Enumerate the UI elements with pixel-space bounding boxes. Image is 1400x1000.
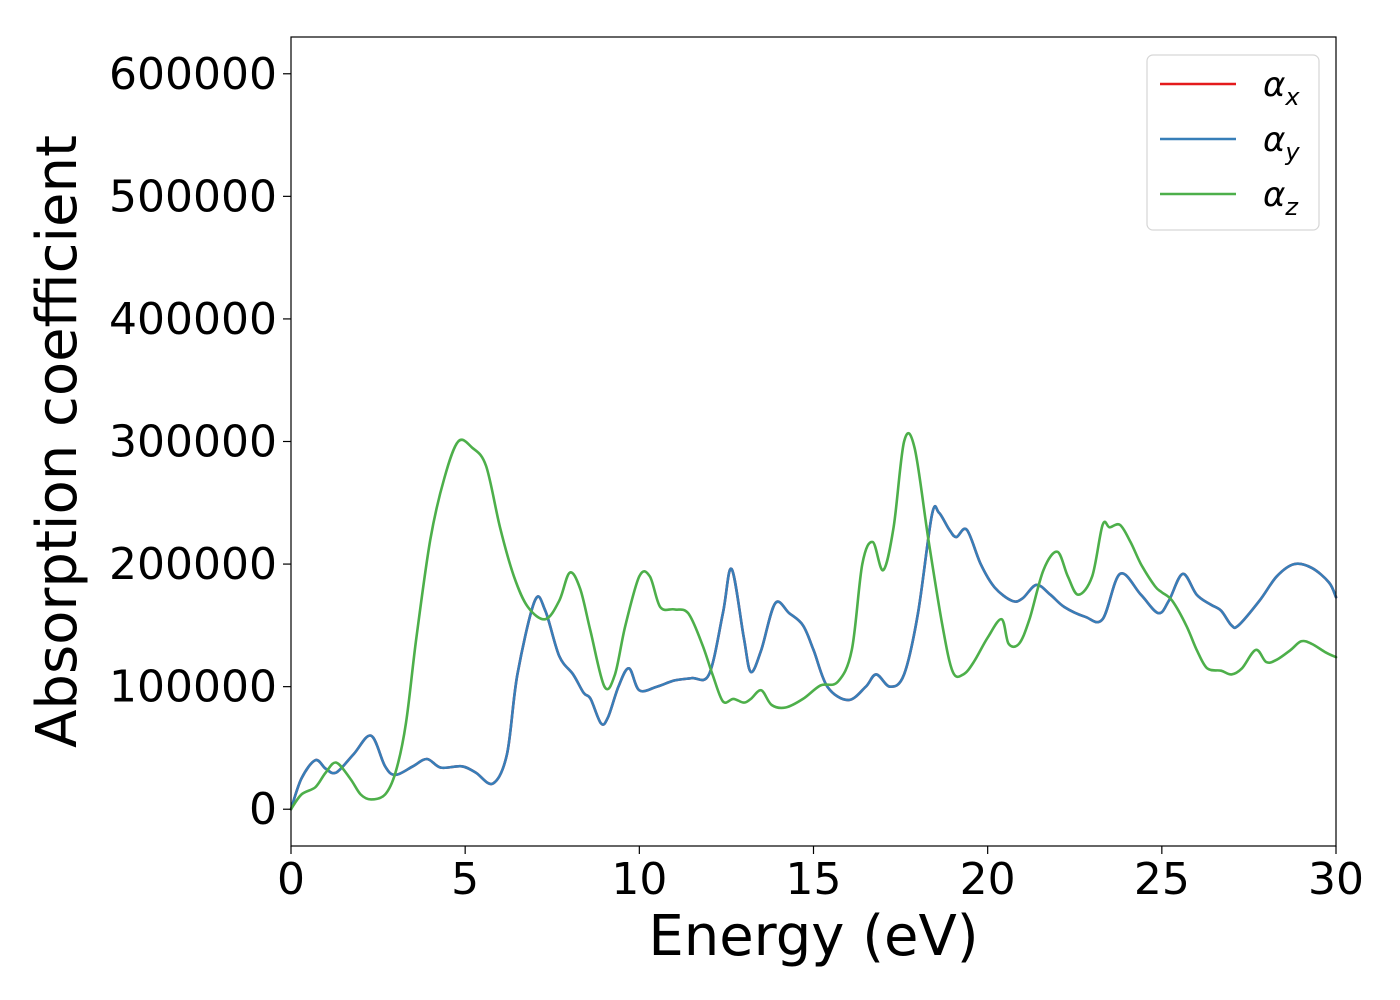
legend-label-x: αx [1263, 65, 1300, 111]
y-tick-label: 0 [249, 784, 277, 835]
y-axis-title: Absorption coefficient [25, 135, 90, 748]
y-axis-ticks: 0 100000 200000 300000 400000 500000 600000 [109, 49, 291, 835]
x-tick-label: 30 [1308, 854, 1364, 905]
legend-label-subscript: z [1284, 193, 1299, 221]
x-tick-label: 15 [786, 854, 842, 905]
x-tick-label: 10 [611, 854, 667, 905]
x-tick-label: 0 [277, 854, 305, 905]
y-tick-label: 100000 [109, 662, 277, 713]
x-axis-title: Energy (eV) [648, 904, 978, 969]
y-tick-label: 200000 [109, 539, 277, 590]
series-line-z [289, 431, 1338, 811]
legend-box [1146, 54, 1320, 231]
y-tick-label: 300000 [109, 417, 277, 468]
legend-label-base: α [1263, 120, 1285, 160]
x-tick-label: 20 [960, 854, 1016, 905]
legend-label-base: α [1263, 65, 1285, 105]
series-line-y [289, 504, 1338, 811]
legend-label-subscript: y [1284, 138, 1300, 166]
x-tick-label: 5 [451, 854, 479, 905]
y-tick-label: 600000 [109, 49, 277, 100]
series-line-x [289, 504, 1338, 811]
y-tick-label: 500000 [109, 171, 277, 222]
series-layer [289, 431, 1338, 811]
legend-label-y: αy [1263, 120, 1300, 166]
legend-label-subscript: x [1284, 83, 1300, 111]
legend-label-z: αz [1263, 175, 1299, 221]
x-axis-ticks: 0 5 10 15 20 25 30 [277, 846, 1364, 905]
legend-label-base: α [1263, 175, 1285, 215]
y-tick-label: 400000 [109, 294, 277, 345]
x-tick-label: 25 [1134, 854, 1190, 905]
